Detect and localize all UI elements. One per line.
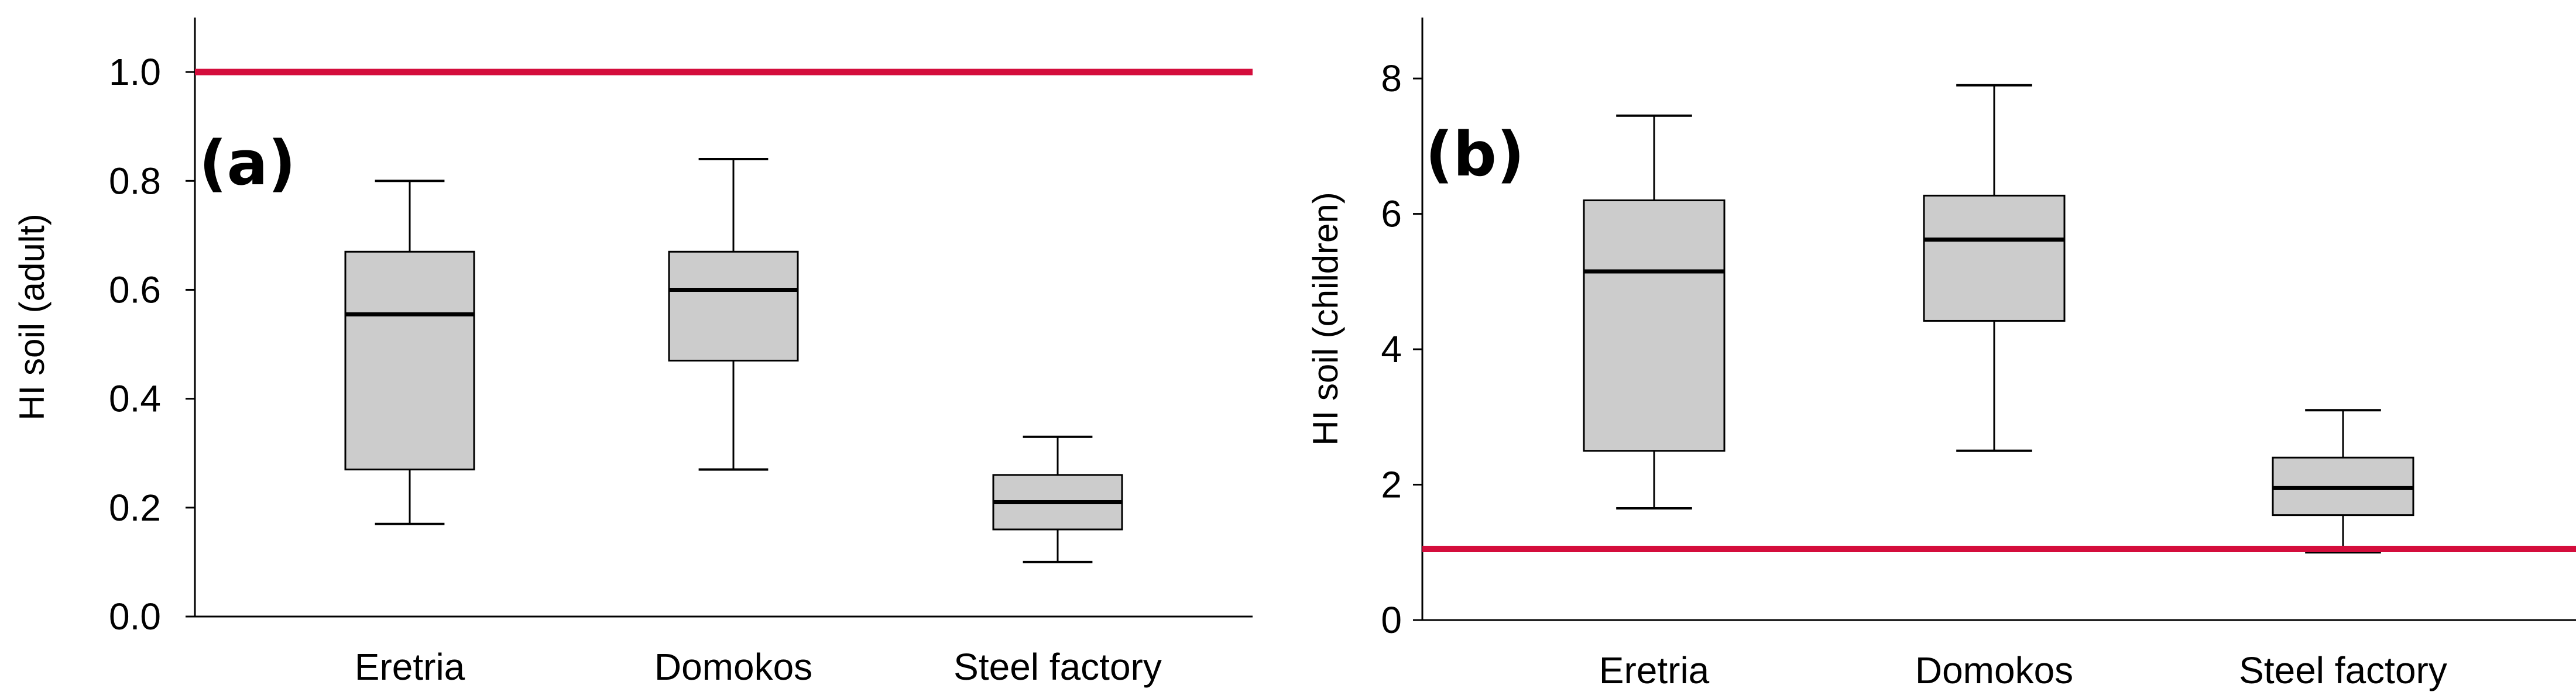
y-tick-label: 6 <box>1381 193 1402 235</box>
x-tick-label: Eretria <box>1599 649 1710 691</box>
y-tick-label: 0 <box>1381 599 1402 641</box>
box-2 <box>1923 194 2066 322</box>
y-tick-label: 8 <box>1381 57 1402 99</box>
x-tick-label: Steel factory <box>2239 649 2447 691</box>
y-axis-label: HI soil (children) <box>1306 192 1345 445</box>
y-tick-label: 1.0 <box>109 51 161 93</box>
x-tick-label: Domokos <box>654 646 812 688</box>
y-tick-label: 4 <box>1381 328 1402 370</box>
panel-label: (a) <box>199 128 296 199</box>
y-tick-label: 0.8 <box>109 160 161 202</box>
box-1 <box>1583 199 1726 452</box>
box-2 <box>668 250 799 362</box>
y-tick-label: 0.4 <box>109 378 161 420</box>
box-1 <box>344 250 475 471</box>
x-tick-label: Steel factory <box>953 646 1162 688</box>
y-axis-label: HI soil (adult) <box>12 214 52 420</box>
y-tick-label: 0.0 <box>109 595 161 638</box>
x-tick-label: Domokos <box>1915 649 2073 691</box>
y-tick-label: 2 <box>1381 464 1402 506</box>
x-tick-label: Eretria <box>355 646 465 688</box>
y-tick-label: 0.2 <box>109 487 161 529</box>
panel-label: (b) <box>1425 119 1525 190</box>
y-tick-label: 0.6 <box>109 268 161 311</box>
